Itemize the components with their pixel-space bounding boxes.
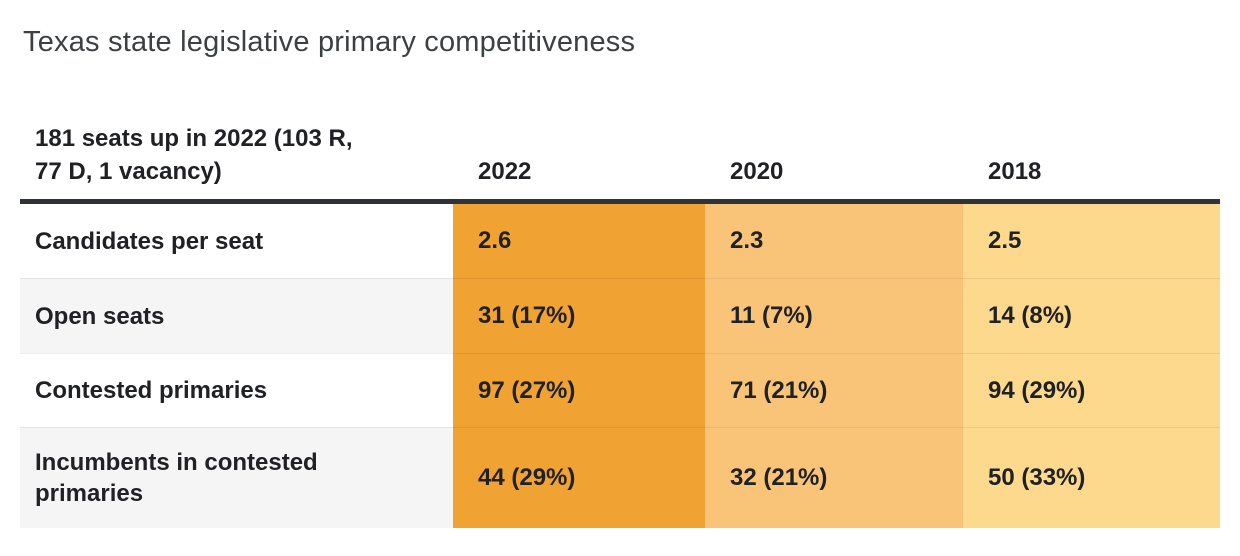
value-cell-2018: 50 (33%) [988,464,1086,491]
value-cell-2020: 71 (21%) [730,376,828,404]
value-cell-2020: 32 (21%) [730,464,828,491]
row-label: Candidates per seat [20,204,453,278]
table-row-candidates-per-seat: Candidates per seat 2.6 2.3 2.5 [20,204,1220,278]
chart-title: Texas state legislative primary competit… [23,26,636,58]
value-cell-2020: 2.3 [730,227,764,254]
value-cell-2020: 11 (7%) [730,302,813,329]
value-cell-2022: 2.6 [478,227,512,254]
value-cell-2022: 44 (29%) [478,464,576,491]
table-header-row: 181 seats up in 2022 (103 R, 77 D, 1 vac… [20,108,1220,204]
table-row-incumbents-contested: Incumbents in contested primaries 44 (29… [20,427,1220,528]
table-row-open-seats: Open seats 31 (17%) 11 (7%) 14 (8%) [20,278,1220,353]
value-cell-2018: 2.5 [988,227,1022,254]
row-label: Incumbents in contested primaries [20,427,453,528]
column-header-2018: 2018 [988,158,1042,185]
value-cell-2022: 31 (17%) [478,302,576,329]
table-row-contested-primaries: Contested primaries 97 (27%) 71 (21%) 94… [20,353,1220,427]
row-label: Open seats [20,278,453,353]
column-header-2022: 2022 [478,158,532,185]
data-table: 181 seats up in 2022 (103 R, 77 D, 1 vac… [20,108,1220,528]
header-seats-label: 181 seats up in 2022 (103 R, 77 D, 1 vac… [35,125,353,185]
row-label: Contested primaries [20,353,453,427]
value-cell-2022: 97 (27%) [478,376,576,404]
value-cell-2018: 14 (8%) [988,302,1073,329]
column-header-2020: 2020 [730,158,784,185]
value-cell-2018: 94 (29%) [988,376,1086,404]
